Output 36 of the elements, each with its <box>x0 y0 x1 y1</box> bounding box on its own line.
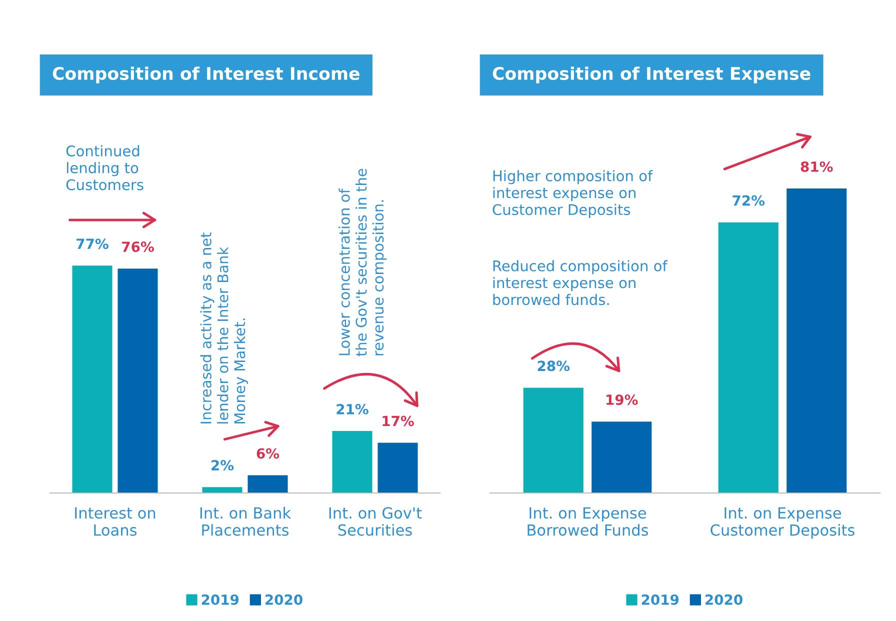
annotation: Increased activity as a net lender on the Inter Bank Money Market. <box>200 232 248 424</box>
data-label: 28% <box>538 360 570 372</box>
bar <box>786 188 847 493</box>
bar <box>248 475 288 493</box>
annotation: Higher composition of interest expense on Customer Deposits <box>492 170 653 218</box>
bar <box>332 431 372 493</box>
legend-label: 2020 <box>266 594 302 605</box>
bar <box>202 487 242 493</box>
text: Continued lending to Customers <box>66 145 144 190</box>
x-tick-label: Int. on Bank Placements <box>200 506 292 536</box>
x-tick-label: Int. on Expense Customer Deposits <box>710 507 854 539</box>
data-label: 76% <box>122 242 154 252</box>
data-label: 2% <box>212 460 234 471</box>
chart-title: Composition of Interest Expense <box>492 66 810 84</box>
legend-label: 2019 <box>202 594 239 605</box>
data-label: 19% <box>606 394 638 406</box>
bar <box>378 442 418 493</box>
annotation: Lower concentration of the Gov't securities in the revenue composition. <box>338 168 386 356</box>
x-tick-label: Int. on Expense Borrowed Funds <box>528 507 648 536</box>
data-label: 21% <box>336 404 368 414</box>
data-label: 6% <box>256 448 280 459</box>
x-tick-label: Interest on Loans <box>75 507 156 536</box>
bar <box>523 388 584 493</box>
bar <box>592 422 652 493</box>
chart-title: Composition of Interest Income <box>52 66 360 84</box>
bar <box>718 222 778 493</box>
legend-label: 2019 <box>642 594 679 605</box>
legend-label: 2020 <box>706 594 742 605</box>
data-label: 77% <box>76 238 108 250</box>
data-label: 81% <box>800 161 833 172</box>
bar <box>72 266 112 493</box>
data-label: 72% <box>732 195 765 206</box>
x-tick-label: Int. on Gov't Securities <box>329 507 422 536</box>
data-label: 17% <box>382 416 414 426</box>
annotation: Reduced composition of interest expense on borrowed funds. <box>493 260 668 306</box>
bar <box>118 268 158 493</box>
